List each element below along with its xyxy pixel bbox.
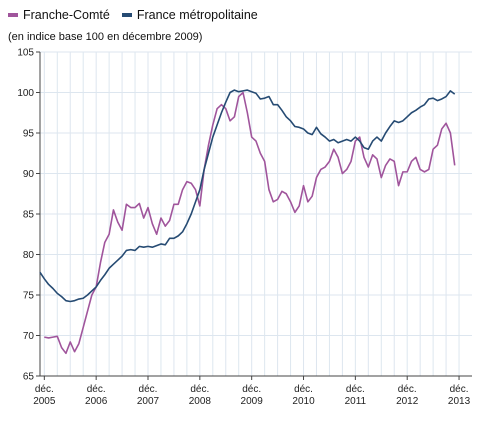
x-tick-label-year: 2009 (241, 396, 264, 407)
x-tick-label-month: déc. (398, 384, 417, 395)
y-tick-label: 70 (23, 331, 35, 342)
x-tick-label-month: déc. (450, 384, 469, 395)
y-tick-label: 100 (17, 88, 34, 99)
y-tick-label: 85 (23, 210, 35, 221)
y-tick-label: 80 (23, 250, 35, 261)
x-tick-label-year: 2007 (137, 396, 160, 407)
chart-subtitle: (en indice base 100 en décembre 2009) (8, 31, 203, 43)
legend-label-france-metropolitaine: France métropolitaine (136, 8, 258, 22)
y-tick-label: 90 (23, 169, 35, 180)
x-tick-label-year: 2011 (345, 396, 367, 407)
x-tick-label-year: 2012 (396, 396, 419, 407)
x-tick-label-year: 2013 (448, 396, 471, 407)
legend-label-franche-comte: Franche-Comté (23, 8, 110, 22)
x-tick-label-month: déc. (190, 384, 209, 395)
x-tick-label-year: 2008 (189, 396, 212, 407)
x-tick-label-month: déc. (346, 384, 365, 395)
y-tick-label: 95 (23, 129, 35, 140)
x-tick-label-month: déc. (294, 384, 313, 395)
y-tick-label: 105 (17, 48, 34, 59)
x-tick-label-month: déc. (242, 384, 261, 395)
legend-swatch-france-metropolitaine (121, 13, 132, 17)
x-tick-label-month: déc. (87, 384, 106, 395)
legend-item-france-metropolitaine: France métropolitaine (121, 8, 258, 22)
y-tick-label: 65 (23, 372, 35, 383)
series-line-france-metropolitaine (39, 89, 456, 303)
legend-swatch-franche-comte (8, 13, 18, 17)
x-tick-label-year: 2006 (85, 396, 108, 407)
x-tick-label-month: déc. (139, 384, 158, 395)
x-tick-label-year: 2010 (292, 396, 315, 407)
legend-item-franche-comte: Franche-Comté (8, 8, 110, 22)
series-line-franche-comte (44, 91, 456, 355)
x-tick-label-year: 2005 (33, 396, 56, 407)
legend: Franche-Comté France métropolitaine (8, 8, 270, 22)
y-tick-label: 75 (23, 291, 35, 302)
x-tick-label-month: déc. (35, 384, 54, 395)
